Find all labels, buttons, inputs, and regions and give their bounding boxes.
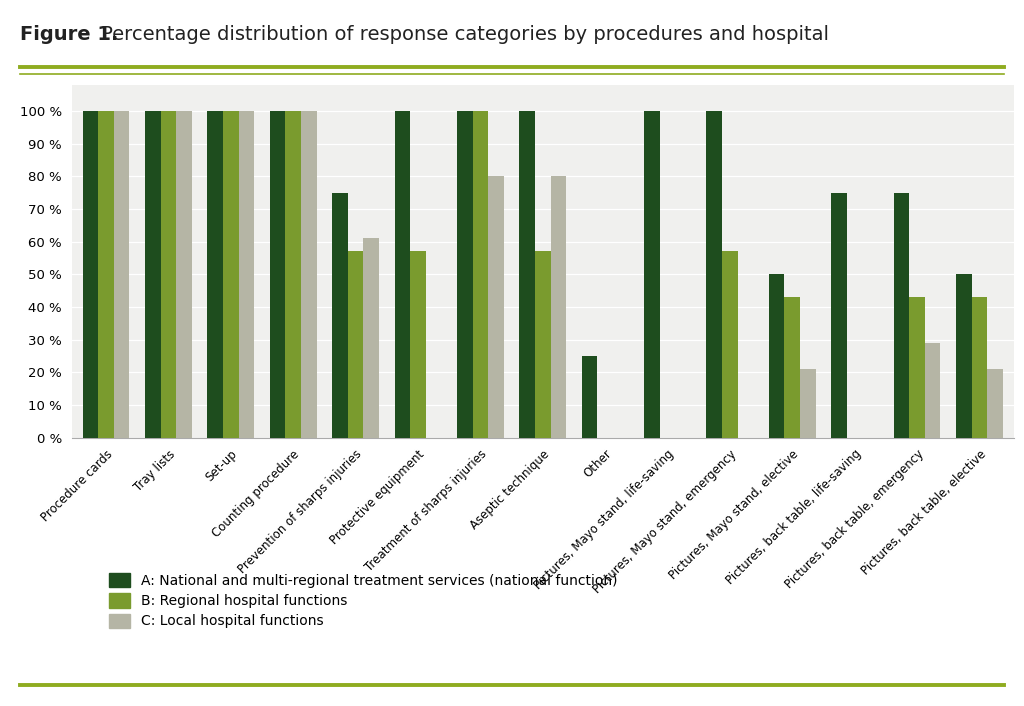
Bar bbox=[239, 111, 254, 438]
Bar bbox=[956, 275, 972, 438]
Bar bbox=[784, 297, 800, 438]
Bar bbox=[582, 356, 597, 438]
Bar bbox=[223, 111, 239, 438]
Legend: A: National and multi-regional treatment services (national function), B: Region: A: National and multi-regional treatment… bbox=[110, 573, 617, 628]
Bar bbox=[145, 111, 161, 438]
Bar bbox=[161, 111, 176, 438]
Bar bbox=[894, 193, 909, 438]
Bar bbox=[301, 111, 316, 438]
Bar bbox=[769, 275, 784, 438]
Bar bbox=[707, 111, 722, 438]
Bar bbox=[909, 297, 925, 438]
Bar bbox=[364, 239, 379, 438]
Bar bbox=[722, 251, 737, 438]
Text: Percentage distribution of response categories by procedures and hospital: Percentage distribution of response cate… bbox=[95, 25, 829, 44]
Bar bbox=[925, 343, 940, 438]
Bar bbox=[472, 111, 488, 438]
Bar bbox=[519, 111, 535, 438]
Bar bbox=[831, 193, 847, 438]
Bar bbox=[551, 176, 566, 438]
Bar bbox=[411, 251, 426, 438]
Bar bbox=[83, 111, 98, 438]
Bar bbox=[286, 111, 301, 438]
Bar bbox=[987, 369, 1002, 438]
Bar bbox=[535, 251, 551, 438]
Bar bbox=[269, 111, 286, 438]
Bar bbox=[114, 111, 129, 438]
Bar bbox=[176, 111, 191, 438]
Bar bbox=[348, 251, 364, 438]
Text: Figure 1.: Figure 1. bbox=[20, 25, 119, 44]
Bar bbox=[98, 111, 114, 438]
Bar bbox=[394, 111, 411, 438]
Bar bbox=[208, 111, 223, 438]
Bar bbox=[488, 176, 504, 438]
Bar bbox=[332, 193, 348, 438]
Bar bbox=[800, 369, 816, 438]
Bar bbox=[457, 111, 472, 438]
Bar bbox=[972, 297, 987, 438]
Bar bbox=[644, 111, 659, 438]
